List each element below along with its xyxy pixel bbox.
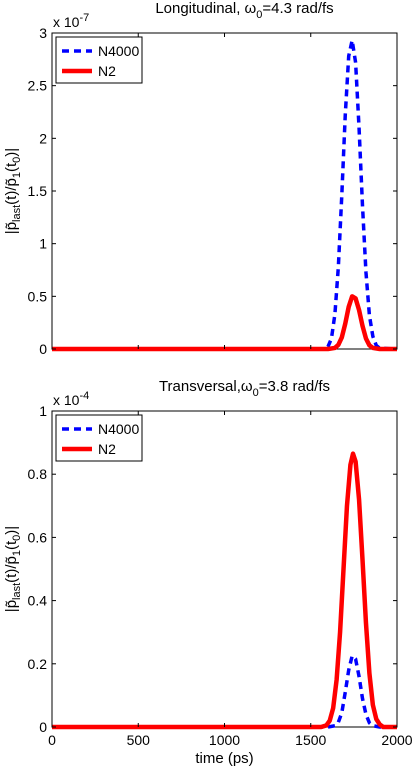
title-text: Transversal,ω <box>159 378 253 395</box>
ylabel-part: (t <box>3 162 20 172</box>
y-axis-label: |p̃last(t)/p̃1(t0)| <box>3 148 23 234</box>
y-axis-label: |p̃last(t)/p̃1(t0)| <box>3 526 23 612</box>
y-tick-label: 0.2 <box>28 656 48 672</box>
ylabel-sub: 0 <box>11 157 23 163</box>
legend: N4000 N2 <box>55 36 143 84</box>
y-tick-label: 0.6 <box>28 529 48 545</box>
exponent-base: x 10 <box>53 392 80 408</box>
y-tick-label: 3 <box>39 25 47 41</box>
ylabel-sub: 0 <box>11 535 23 541</box>
axis-exponent-label: x 10-4 <box>53 390 89 408</box>
series-line-n4000 <box>52 38 398 351</box>
series-line-n2 <box>52 294 397 352</box>
title-text-suffix: =3.8 rad/fs <box>259 378 330 395</box>
ylabel-part: (t)/p̃ <box>3 556 20 583</box>
ylabel-part: (t)/p̃ <box>3 178 20 205</box>
x-tick-label: 2000 <box>381 732 412 748</box>
legend-box <box>55 36 143 84</box>
x-tick-label: 1500 <box>295 732 326 748</box>
ylabel-sub: 1 <box>11 172 23 178</box>
chart-title: Transversal,ω0=3.8 rad/fs <box>159 378 330 399</box>
legend-label-n2: N2 <box>98 441 116 457</box>
legend-box <box>55 414 143 462</box>
y-tick-label: 2 <box>39 130 47 146</box>
plot-area <box>51 32 398 350</box>
y-tick-label: 0.5 <box>28 288 48 304</box>
ylabel-sub: last <box>11 583 23 600</box>
ylabel-part: )| <box>3 148 20 157</box>
plot-area <box>51 410 398 728</box>
title-text: Longitudinal, ω <box>155 0 256 17</box>
ylabel-part: (t <box>3 540 20 550</box>
legend-label-n2: N2 <box>98 63 116 79</box>
y-tick-label: 1.5 <box>28 183 48 199</box>
legend: N4000 N2 <box>55 414 143 462</box>
x-tick-label: 0 <box>48 732 56 748</box>
x-tick-label: 500 <box>127 732 151 748</box>
exponent-power: -7 <box>79 12 89 24</box>
axis-exponent-label: x 10-7 <box>53 12 89 30</box>
y-tick-label: 1 <box>39 403 47 419</box>
y-tick-label: 0.8 <box>28 466 48 482</box>
legend-label-n4000: N4000 <box>98 421 139 437</box>
ylabel-part: |p̃ <box>3 600 20 612</box>
y-tick-label: 1 <box>39 236 47 252</box>
chart-2: 0 500 1000 1500 2000 0 0.2 0.4 0.6 0.8 1 x 10-4 Tran… <box>3 378 413 767</box>
chart-title: Longitudinal, ω0=4.3 rad/fs <box>155 0 333 21</box>
title-text-suffix: =4.3 rad/fs <box>262 0 333 17</box>
y-tick-label: 0 <box>39 719 47 735</box>
exponent-base: x 10 <box>53 14 80 30</box>
y-tick-label: 0.4 <box>28 593 48 609</box>
x-tick-label: 1000 <box>209 732 240 748</box>
exponent-power: -4 <box>79 390 89 402</box>
legend-label-n4000: N4000 <box>98 43 139 59</box>
ylabel-sub: last <box>11 205 23 222</box>
y-tick-label: 2.5 <box>28 78 48 94</box>
x-axis-label: time (ps) <box>195 750 253 767</box>
title-subscript: 0 <box>253 387 259 399</box>
ylabel-part: )| <box>3 526 20 535</box>
series-line-n2 <box>52 451 397 730</box>
title-subscript: 0 <box>256 9 262 21</box>
y-tick-label: 0 <box>39 341 47 357</box>
ylabel-part: |p̃ <box>3 222 20 234</box>
ylabel-sub: 1 <box>11 550 23 556</box>
